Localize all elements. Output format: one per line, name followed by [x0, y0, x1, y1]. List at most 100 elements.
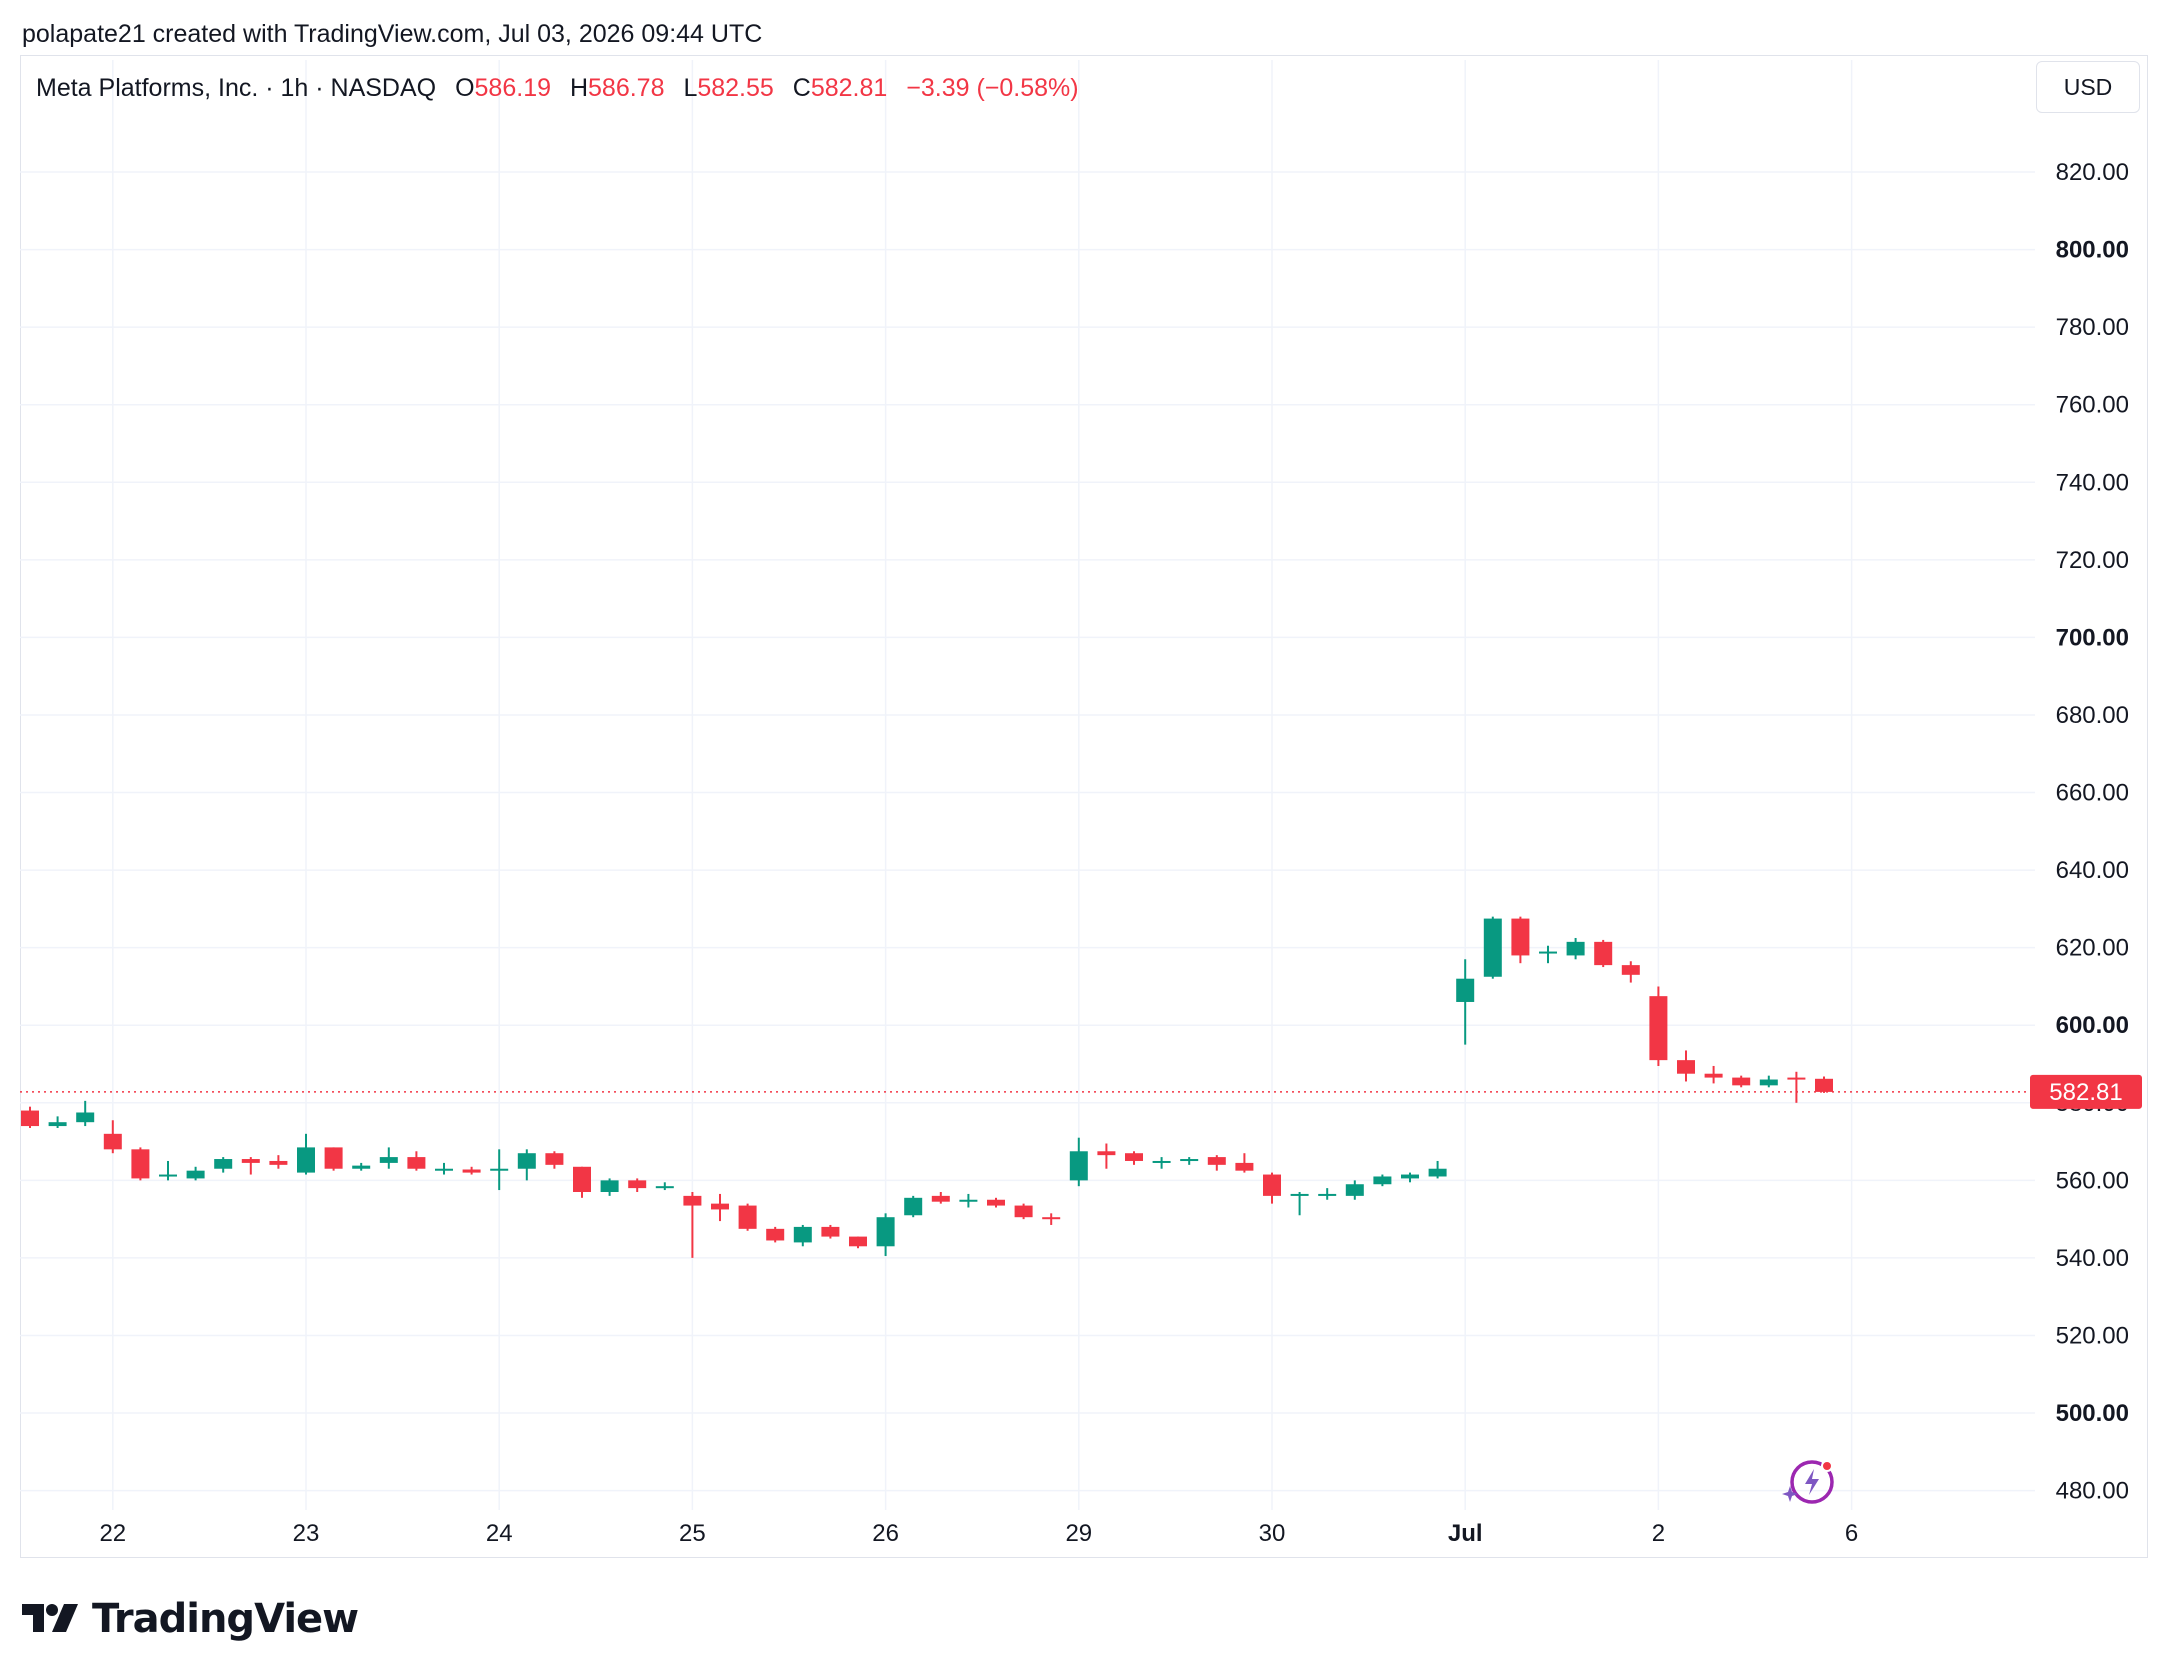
candle-body	[1152, 1160, 1171, 1163]
currency-button[interactable]: USD	[2036, 61, 2140, 113]
candle	[324, 1147, 343, 1171]
y-tick-label: 680.00	[2056, 702, 2129, 729]
candle	[186, 1166, 205, 1181]
candle-body	[1235, 1162, 1254, 1171]
legend-symbol: Meta Platforms, Inc. · 1h · NASDAQ	[36, 74, 437, 102]
candle-body	[241, 1159, 260, 1163]
time-axis[interactable]: 22 23 24 25 26 29 30 Jul 2 6	[99, 1520, 1858, 1547]
candle	[545, 1151, 564, 1169]
candle-body	[1456, 978, 1475, 1002]
y-tick-label: 500.00	[2056, 1400, 2129, 1427]
candle	[1207, 1155, 1226, 1171]
candle	[655, 1182, 674, 1191]
candle	[1704, 1065, 1723, 1084]
candle-body	[379, 1157, 398, 1163]
x-tick-label: 26	[872, 1520, 899, 1547]
candle	[1621, 961, 1640, 983]
candle-body	[600, 1180, 619, 1192]
candle	[1759, 1075, 1778, 1088]
candle-body	[1401, 1174, 1419, 1179]
candle-body	[159, 1174, 177, 1177]
candle	[904, 1195, 923, 1218]
candle	[1097, 1143, 1116, 1169]
candle-body	[959, 1199, 978, 1202]
legend-high-label: H	[569, 74, 589, 102]
candle-body	[1373, 1176, 1392, 1185]
candle	[1456, 959, 1475, 1045]
candle-body	[1594, 941, 1613, 966]
candle-body	[21, 1110, 39, 1127]
candle	[1345, 1180, 1364, 1200]
x-tick-label: 29	[1065, 1520, 1092, 1547]
candle-body	[1732, 1077, 1751, 1086]
last-price-label-layer: 582.81	[2030, 1074, 2142, 1109]
y-tick-label: 820.00	[2056, 159, 2129, 186]
candle	[103, 1120, 122, 1154]
candle	[1125, 1151, 1143, 1165]
candle-body	[1263, 1174, 1281, 1196]
candle-body	[352, 1165, 371, 1169]
candle-body	[1511, 918, 1530, 956]
candle-body	[48, 1122, 67, 1127]
candle-body	[1759, 1079, 1778, 1086]
candle-body	[1815, 1078, 1833, 1092]
candle	[1069, 1137, 1088, 1187]
candle-body	[1069, 1151, 1088, 1181]
candle	[214, 1157, 233, 1173]
candle-body	[517, 1153, 536, 1169]
candle	[959, 1193, 978, 1208]
ai-assistant-icon[interactable]	[1780, 1454, 1840, 1519]
candle-body	[407, 1157, 426, 1169]
candle-body	[131, 1149, 150, 1179]
candle	[600, 1178, 619, 1196]
candle-body	[1014, 1205, 1033, 1218]
candle-body	[1042, 1217, 1061, 1220]
y-tick-label: 740.00	[2056, 469, 2129, 496]
candle-body	[214, 1159, 233, 1169]
y-tick-label: 760.00	[2056, 392, 2129, 419]
candle	[159, 1160, 177, 1181]
y-tick-label: 600.00	[2056, 1012, 2129, 1039]
price-axis[interactable]: 480.00500.00520.00540.00560.00580.00600.…	[2056, 159, 2129, 1505]
candle-body	[1539, 951, 1557, 954]
candle-body	[1318, 1193, 1337, 1196]
last-price-label: 582.81	[2049, 1079, 2122, 1106]
candle	[241, 1157, 260, 1175]
candle-body	[435, 1168, 453, 1171]
candle	[821, 1224, 840, 1239]
y-tick-label: 560.00	[2056, 1167, 2129, 1194]
candle	[1511, 916, 1530, 964]
grid-layer	[20, 60, 2035, 1510]
candle-body	[1566, 941, 1585, 956]
candle-body	[297, 1147, 315, 1173]
candle-body	[1345, 1184, 1364, 1196]
candle	[1815, 1076, 1833, 1093]
candle	[352, 1162, 371, 1171]
chart-frame[interactable]	[20, 55, 2148, 1558]
candle-body	[793, 1226, 812, 1243]
candle	[987, 1197, 1005, 1208]
candle	[683, 1191, 702, 1258]
legend-open-value: 586.19	[474, 74, 551, 102]
candle-body	[462, 1169, 481, 1173]
candle	[1180, 1157, 1199, 1165]
candle-body	[738, 1205, 757, 1229]
candle	[1042, 1213, 1061, 1225]
candle	[628, 1178, 647, 1192]
candle-body	[1125, 1153, 1143, 1161]
candle-body	[655, 1186, 674, 1189]
x-tick-label: 30	[1259, 1520, 1286, 1547]
candle-body	[849, 1236, 867, 1247]
candle	[462, 1166, 481, 1175]
candle-body	[1290, 1193, 1309, 1196]
x-tick-label: 22	[99, 1520, 126, 1547]
candle-body	[1677, 1060, 1695, 1074]
candle	[76, 1100, 95, 1127]
candle	[1428, 1160, 1447, 1179]
candle	[407, 1151, 426, 1171]
candle-body	[103, 1133, 122, 1150]
candle-body	[1621, 965, 1640, 975]
x-tick-label: 6	[1845, 1520, 1858, 1547]
candle-body	[766, 1228, 785, 1241]
